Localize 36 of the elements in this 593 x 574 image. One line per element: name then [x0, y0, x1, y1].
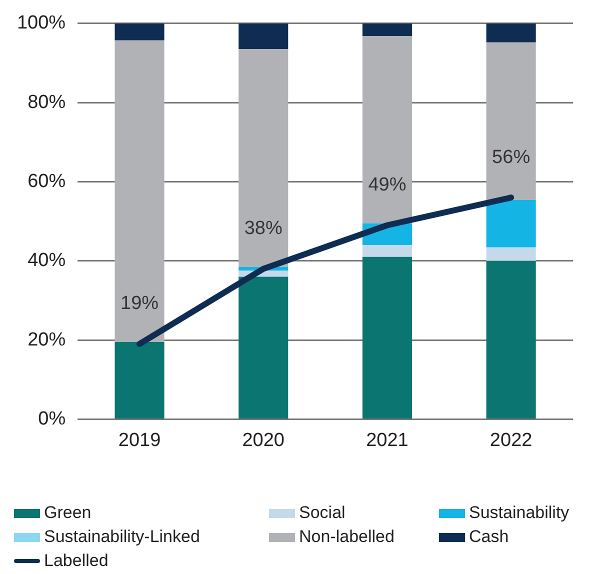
bar — [486, 247, 536, 261]
data-label: 49% — [368, 174, 406, 196]
bar — [114, 342, 164, 418]
y-tick-label: 100% — [16, 12, 66, 34]
bar — [362, 23, 412, 36]
legend-label: Non-labelled — [299, 526, 394, 548]
bar — [362, 36, 412, 224]
bar — [486, 260, 536, 418]
bar — [362, 245, 412, 257]
data-label: 38% — [244, 218, 282, 240]
bar — [238, 276, 288, 418]
bar — [362, 256, 412, 418]
y-tick-label: 40% — [28, 250, 66, 272]
legend-label: Sustainability-Linked — [44, 526, 200, 548]
bar — [114, 23, 164, 40]
bar — [114, 40, 164, 342]
legend-label: Sustainability — [469, 502, 570, 524]
y-tick-label: 20% — [28, 329, 66, 350]
y-tick-label: 0% — [38, 408, 66, 430]
bar — [486, 200, 536, 248]
legend-label: Green — [44, 502, 92, 524]
legend-label: Social — [299, 502, 346, 524]
legend-label: Cash — [469, 526, 509, 548]
x-tick-label: 2020 — [242, 430, 285, 451]
x-tick-label: 2019 — [118, 430, 161, 451]
y-tick-label: 60% — [28, 170, 66, 192]
data-label: 19% — [120, 293, 159, 314]
data-label: 56% — [492, 146, 530, 168]
y-tick-label: 80% — [28, 92, 66, 113]
bar — [238, 49, 288, 267]
x-tick-label: 2022 — [490, 430, 532, 451]
bar — [486, 42, 536, 200]
bar — [486, 23, 536, 42]
legend-label: Labelled — [44, 550, 108, 572]
x-tick-label: 2021 — [366, 430, 408, 451]
bar — [238, 23, 288, 50]
